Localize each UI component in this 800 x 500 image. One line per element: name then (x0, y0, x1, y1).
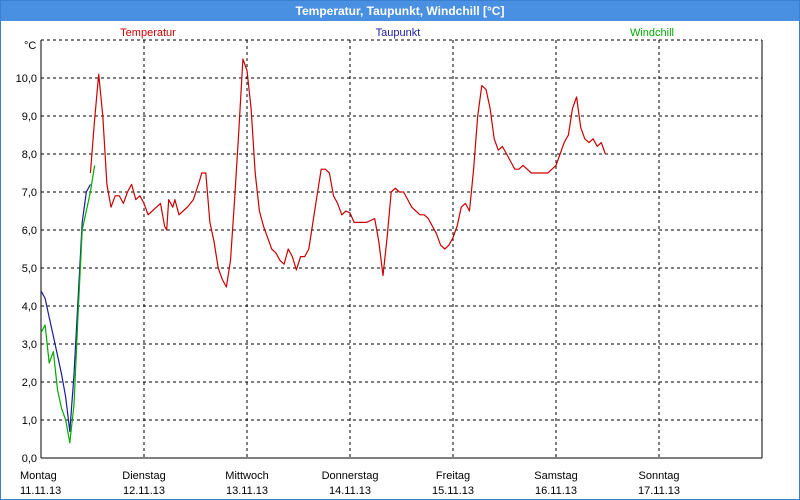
legend-windchill: Windchill (630, 27, 674, 39)
y-tick-label: 8,0 (22, 149, 37, 161)
y-tick-label: 4,0 (22, 301, 37, 313)
y-tick-label: 5,0 (22, 263, 37, 275)
y-tick-label: 2,0 (22, 377, 37, 389)
y-tick-label: 1,0 (22, 415, 37, 427)
series-line-temperatur (89, 58, 606, 288)
x-tick-date: 13.11.13 (226, 485, 268, 497)
x-tick-day: Dienstag (122, 470, 165, 482)
y-tick-label: 6,0 (22, 225, 37, 237)
y-tick-label: 0,0 (22, 453, 37, 465)
x-tick-date: 12.11.13 (123, 485, 165, 497)
x-tick-date: 14.11.13 (329, 485, 371, 497)
series-line-taupunkt (40, 184, 91, 432)
legend-temperatur: Temperatur (120, 27, 176, 39)
x-tick-day: Mittwoch (225, 470, 268, 482)
y-axis-label: °C (24, 40, 36, 52)
y-tick-label: 3,0 (22, 339, 37, 351)
x-tick-date: 15.11.13 (432, 485, 474, 497)
x-tick-day: Samstag (534, 470, 577, 482)
x-tick-date: 17.11.13 (638, 485, 680, 497)
x-tick-date: 16.11.13 (535, 485, 577, 497)
x-tick-day: Montag (20, 470, 57, 482)
y-tick-label: 10,0 (16, 73, 37, 85)
window-title: Temperatur, Taupunkt, Windchill [°C] (1, 1, 799, 21)
y-tick-label: 9,0 (22, 111, 37, 123)
x-tick-day: Sonntag (639, 470, 680, 482)
x-tick-day: Freitag (436, 470, 470, 482)
x-tick-day: Donnerstag (322, 470, 379, 482)
series-line-windchill (40, 165, 96, 444)
y-tick-label: 7,0 (22, 187, 37, 199)
legend-taupunkt: Taupunkt (376, 27, 421, 39)
x-tick-date: 11.11.13 (20, 485, 61, 497)
